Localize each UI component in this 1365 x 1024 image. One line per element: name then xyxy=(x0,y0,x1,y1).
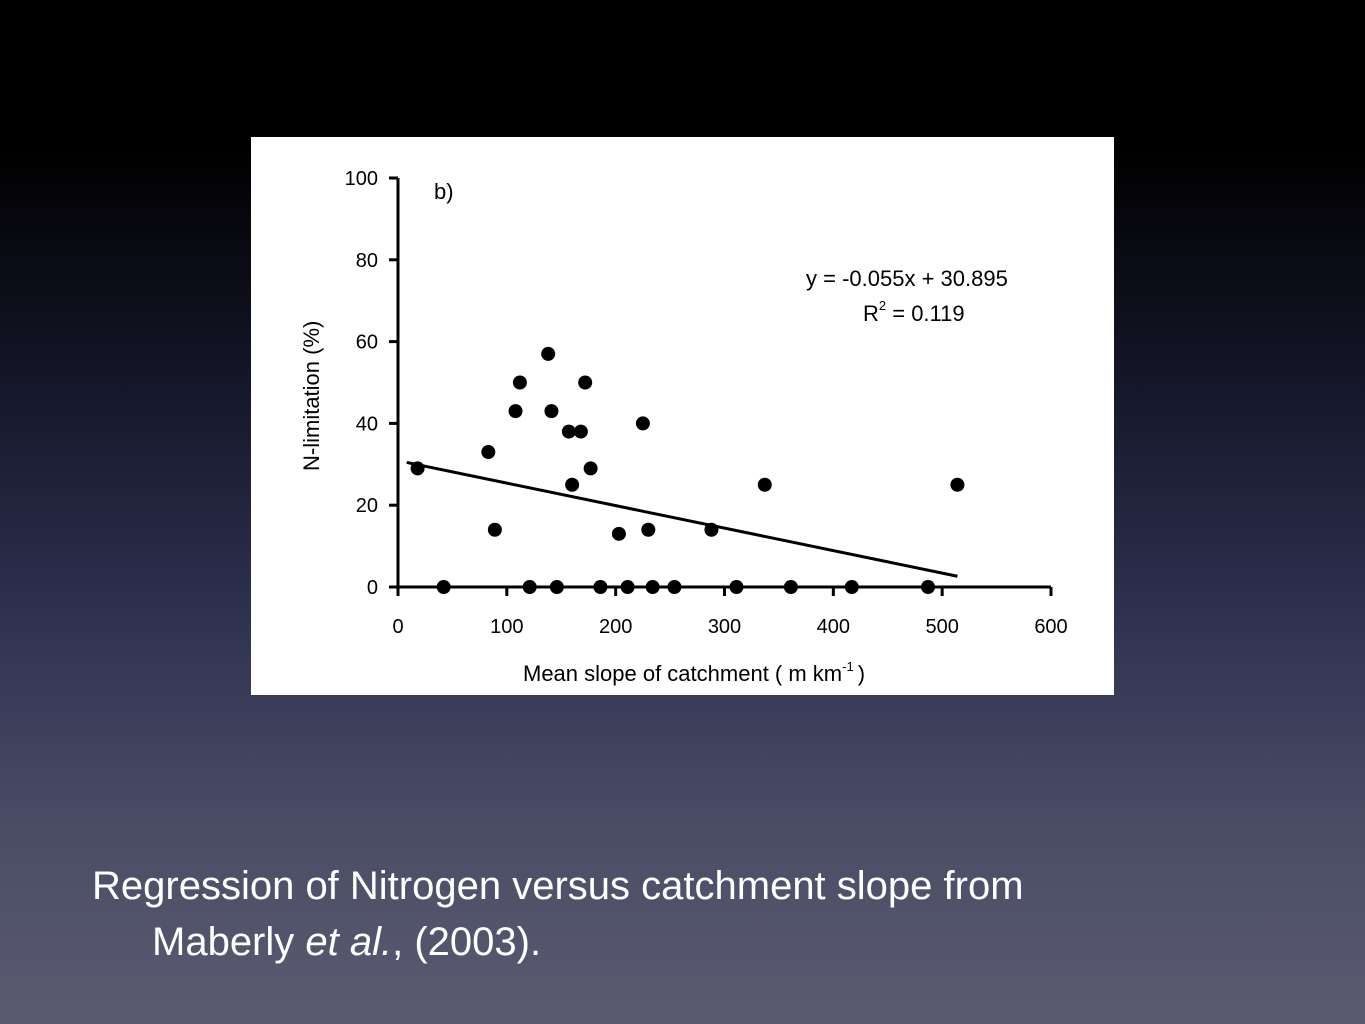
data-point xyxy=(844,580,859,594)
y-tick-label: 100 xyxy=(345,168,378,190)
data-point xyxy=(561,424,576,439)
data-point xyxy=(757,477,772,492)
regression-line-group xyxy=(406,460,958,578)
y-tick-label: 20 xyxy=(356,495,378,517)
x-tick-label: 200 xyxy=(599,616,632,638)
data-point xyxy=(783,580,798,594)
data-point xyxy=(635,416,650,431)
panel-label: b) xyxy=(434,179,454,204)
caption-line-2: Maberly et al., (2003). xyxy=(92,914,1272,970)
data-point xyxy=(593,580,608,594)
y-tick-label: 40 xyxy=(356,413,378,435)
data-point xyxy=(508,404,523,419)
scatter-chart: 0 20 40 60 80 100 0 100 200 300 400 500 600 b) y = … xyxy=(299,168,1068,686)
regression-line xyxy=(406,460,958,578)
y-tick-label: 0 xyxy=(367,577,378,599)
data-point xyxy=(921,580,936,594)
data-point xyxy=(522,580,537,594)
x-tick-label: 0 xyxy=(392,616,403,638)
x-tick-label: 300 xyxy=(708,616,741,638)
data-point xyxy=(436,580,451,594)
data-point xyxy=(541,346,556,361)
data-point xyxy=(611,526,626,541)
regression-equation: y = -0.055x + 30.895 xyxy=(806,266,1008,291)
data-point xyxy=(645,580,660,594)
slide-caption: Regression of Nitrogen versus catchment … xyxy=(92,858,1272,970)
data-point xyxy=(667,580,682,594)
caption-line-1: Regression of Nitrogen versus catchment … xyxy=(92,864,1024,908)
data-points xyxy=(410,346,965,594)
data-point xyxy=(578,375,593,390)
caption-author: Maberly xyxy=(152,920,306,964)
data-point xyxy=(704,522,719,537)
chart-panel: 0 20 40 60 80 100 0 100 200 300 400 500 600 b) y = … xyxy=(251,137,1114,695)
caption-year: , (2003). xyxy=(392,920,542,964)
y-axis-ticks: 0 20 40 60 80 100 xyxy=(345,168,398,599)
data-point xyxy=(641,522,656,537)
x-tick-label: 400 xyxy=(817,616,850,638)
x-axis-title: Mean slope of catchment ( m km-1) xyxy=(523,659,865,686)
data-point xyxy=(549,580,564,594)
y-tick-label: 60 xyxy=(356,332,378,354)
caption-et-al: et al. xyxy=(305,920,393,964)
data-point xyxy=(565,477,580,492)
data-point xyxy=(950,477,965,492)
x-tick-label: 600 xyxy=(1034,616,1067,638)
data-point xyxy=(620,580,635,594)
r-squared-label: R2 = 0.119 xyxy=(863,298,965,326)
x-tick-label: 100 xyxy=(490,616,523,638)
data-point xyxy=(512,375,527,390)
data-point xyxy=(410,461,425,476)
data-point xyxy=(573,424,588,439)
x-axis-ticks: 0 100 200 300 400 500 600 xyxy=(392,587,1068,638)
y-axis-title: N-limitation (%) xyxy=(299,321,324,471)
data-point xyxy=(481,445,496,460)
y-tick-label: 80 xyxy=(356,250,378,272)
data-point xyxy=(729,580,744,594)
data-point xyxy=(583,461,598,476)
data-point xyxy=(544,404,559,419)
data-point xyxy=(487,522,502,537)
x-tick-label: 500 xyxy=(925,616,958,638)
